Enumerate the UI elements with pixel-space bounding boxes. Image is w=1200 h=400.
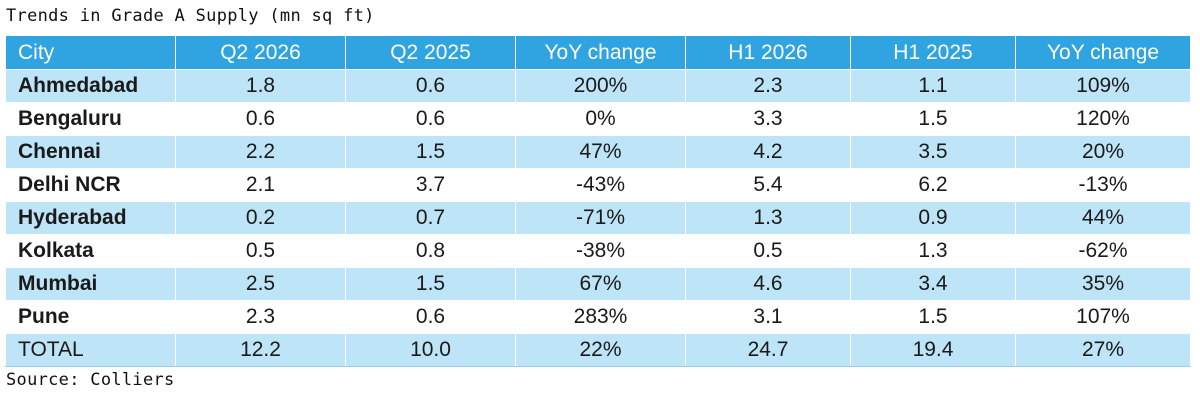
table-row: Bengaluru 0.6 0.6 0% 3.3 1.5 120% xyxy=(5,102,1191,136)
value-cell: 1.8 xyxy=(175,69,346,103)
value-cell: 67% xyxy=(515,267,686,301)
value-cell: 0.6 xyxy=(175,102,346,136)
table-row: Pune 2.3 0.6 283% 3.1 1.5 107% xyxy=(5,300,1191,334)
table-title: Trends in Grade A Supply (mn sq ft) xyxy=(6,6,375,26)
value-cell: 3.4 xyxy=(850,267,1016,301)
column-header: YoY change xyxy=(1015,35,1191,70)
column-header: Q2 2025 xyxy=(345,35,516,70)
value-cell: 1.1 xyxy=(850,69,1016,103)
value-cell: 2.3 xyxy=(685,69,851,103)
city-cell: Mumbai xyxy=(5,267,176,301)
value-cell: 2.1 xyxy=(175,168,346,202)
city-cell: TOTAL xyxy=(5,333,176,367)
source-note: Source: Colliers xyxy=(6,370,175,390)
value-cell: 5.4 xyxy=(685,168,851,202)
grade-a-supply-table: City Q2 2026 Q2 2025 YoY change H1 2026 … xyxy=(5,35,1191,367)
column-header: City xyxy=(5,35,176,70)
column-header: H1 2026 xyxy=(685,35,851,70)
value-cell: 44% xyxy=(1015,201,1191,235)
table-row: Delhi NCR 2.1 3.7 -43% 5.4 6.2 -13% xyxy=(5,168,1191,202)
value-cell: 0.6 xyxy=(345,300,516,334)
column-header: Q2 2026 xyxy=(175,35,346,70)
value-cell: 6.2 xyxy=(850,168,1016,202)
value-cell: -38% xyxy=(515,234,686,268)
value-cell: 35% xyxy=(1015,267,1191,301)
city-cell: Kolkata xyxy=(5,234,176,268)
table-row: TOTAL 12.2 10.0 22% 24.7 19.4 27% xyxy=(5,333,1191,367)
value-cell: 1.5 xyxy=(345,135,516,169)
city-cell: Ahmedabad xyxy=(5,69,176,103)
value-cell: 27% xyxy=(1015,333,1191,367)
value-cell: 12.2 xyxy=(175,333,346,367)
value-cell: 3.5 xyxy=(850,135,1016,169)
value-cell: 3.3 xyxy=(685,102,851,136)
value-cell: 10.0 xyxy=(345,333,516,367)
value-cell: 2.2 xyxy=(175,135,346,169)
value-cell: 2.3 xyxy=(175,300,346,334)
value-cell: 24.7 xyxy=(685,333,851,367)
value-cell: 0.5 xyxy=(175,234,346,268)
column-header: YoY change xyxy=(515,35,686,70)
value-cell: 3.7 xyxy=(345,168,516,202)
value-cell: 0.2 xyxy=(175,201,346,235)
value-cell: 1.3 xyxy=(685,201,851,235)
value-cell: 47% xyxy=(515,135,686,169)
value-cell: 0.6 xyxy=(345,102,516,136)
table-row: Ahmedabad 1.8 0.6 200% 2.3 1.1 109% xyxy=(5,69,1191,103)
value-cell: 1.5 xyxy=(850,300,1016,334)
city-cell: Pune xyxy=(5,300,176,334)
table-row: Hyderabad 0.2 0.7 -71% 1.3 0.9 44% xyxy=(5,201,1191,235)
value-cell: 0.5 xyxy=(685,234,851,268)
value-cell: 200% xyxy=(515,69,686,103)
value-cell: -43% xyxy=(515,168,686,202)
value-cell: 20% xyxy=(1015,135,1191,169)
value-cell: 22% xyxy=(515,333,686,367)
table-row: Chennai 2.2 1.5 47% 4.2 3.5 20% xyxy=(5,135,1191,169)
value-cell: 109% xyxy=(1015,69,1191,103)
city-cell: Hyderabad xyxy=(5,201,176,235)
value-cell: 1.5 xyxy=(345,267,516,301)
value-cell: 4.6 xyxy=(685,267,851,301)
value-cell: 0.9 xyxy=(850,201,1016,235)
value-cell: 1.5 xyxy=(850,102,1016,136)
value-cell: 1.3 xyxy=(850,234,1016,268)
value-cell: 107% xyxy=(1015,300,1191,334)
value-cell: 0.6 xyxy=(345,69,516,103)
value-cell: 0% xyxy=(515,102,686,136)
header-row: City Q2 2026 Q2 2025 YoY change H1 2026 … xyxy=(5,35,1191,70)
value-cell: 120% xyxy=(1015,102,1191,136)
value-cell: -13% xyxy=(1015,168,1191,202)
value-cell: 0.7 xyxy=(345,201,516,235)
value-cell: 3.1 xyxy=(685,300,851,334)
city-cell: Bengaluru xyxy=(5,102,176,136)
value-cell: -71% xyxy=(515,201,686,235)
column-header: H1 2025 xyxy=(850,35,1016,70)
value-cell: 283% xyxy=(515,300,686,334)
value-cell: 4.2 xyxy=(685,135,851,169)
city-cell: Delhi NCR xyxy=(5,168,176,202)
table-body: Ahmedabad 1.8 0.6 200% 2.3 1.1 109% Bengaluru 0.… xyxy=(5,69,1191,367)
value-cell: 19.4 xyxy=(850,333,1016,367)
value-cell: -62% xyxy=(1015,234,1191,268)
table-row: Kolkata 0.5 0.8 -38% 0.5 1.3 -62% xyxy=(5,234,1191,268)
value-cell: 0.8 xyxy=(345,234,516,268)
city-cell: Chennai xyxy=(5,135,176,169)
value-cell: 2.5 xyxy=(175,267,346,301)
table-row: Mumbai 2.5 1.5 67% 4.6 3.4 35% xyxy=(5,267,1191,301)
